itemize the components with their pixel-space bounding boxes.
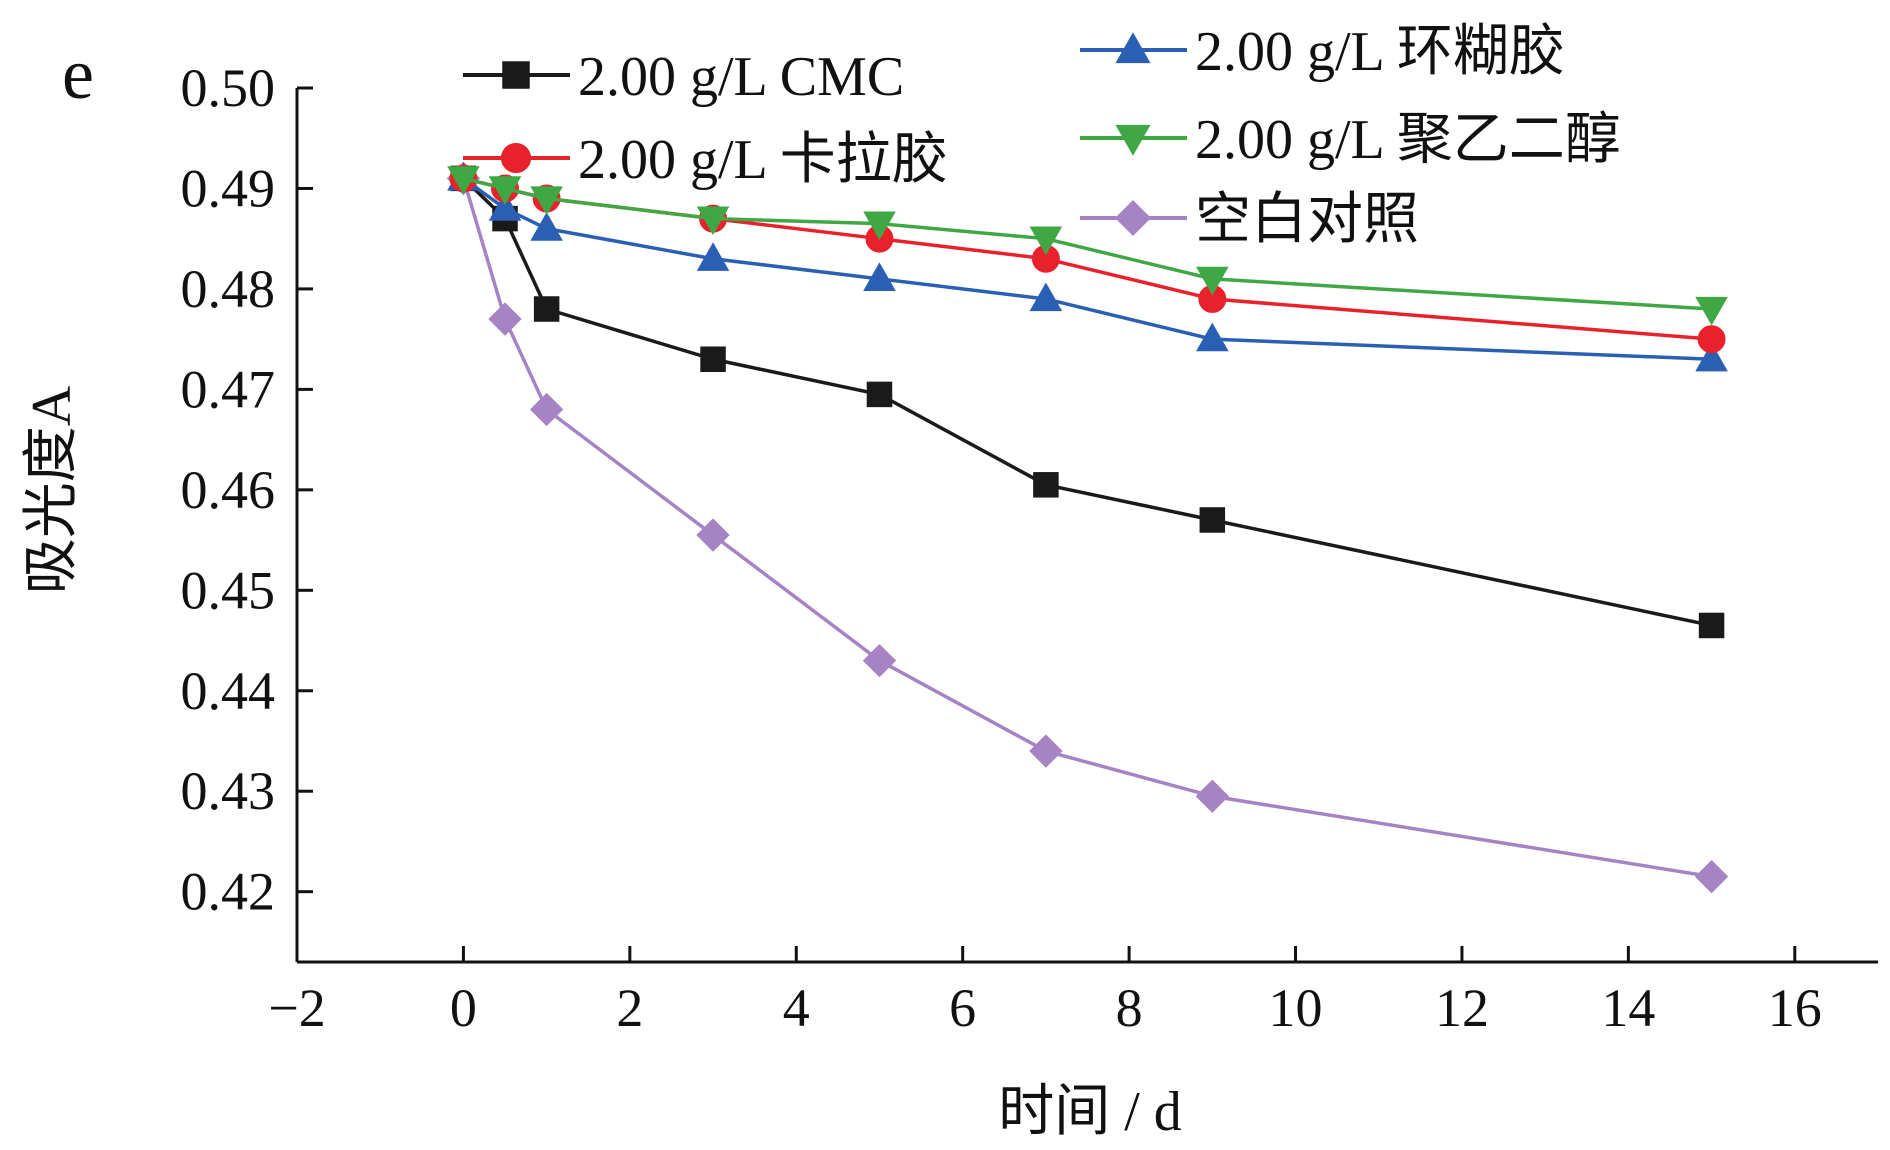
- y-tick-label: 0.47: [181, 359, 276, 419]
- y-tick-label: 0.45: [181, 560, 276, 620]
- x-axis-title: 时间 / d: [998, 1081, 1182, 1143]
- x-tick-label: 10: [1269, 978, 1323, 1038]
- data-point: [1033, 472, 1059, 498]
- y-tick-label: 0.48: [181, 259, 276, 319]
- y-tick-label: 0.49: [181, 158, 276, 218]
- data-point: [488, 302, 522, 336]
- data-point: [1199, 507, 1226, 533]
- legend-label: 空白对照: [1195, 189, 1419, 251]
- series-1: [449, 164, 1726, 354]
- legend-entry-3: 2.00 g/L 聚乙二醇: [1080, 109, 1621, 171]
- x-tick-label: 0: [450, 978, 477, 1038]
- series-0: [450, 165, 1725, 639]
- legend-swatch-marker: [1115, 32, 1151, 64]
- legend: 2.00 g/L CMC 2.00 g/L 卡拉胶 2.00 g/L 环糊胶 2.00…: [463, 21, 1621, 251]
- data-point: [866, 381, 893, 408]
- data-point: [1196, 322, 1229, 352]
- data-point: [696, 518, 730, 552]
- data-point: [1029, 734, 1063, 768]
- x-tick-label: 4: [783, 978, 810, 1038]
- data-point: [1697, 325, 1726, 354]
- data-point: [533, 296, 560, 322]
- series-line: [461, 177, 1712, 879]
- x-tick-label: 14: [1601, 978, 1655, 1038]
- data-point: [530, 212, 563, 241]
- legend-entry-0: 2.00 g/L CMC: [463, 46, 904, 108]
- series-line: [463, 176, 1712, 311]
- panel-label: e: [62, 34, 94, 114]
- data-point: [1029, 226, 1063, 256]
- y-tick-label: 0.44: [181, 661, 276, 721]
- data-point: [1695, 342, 1728, 372]
- series-4: [446, 161, 1729, 894]
- data-point: [1195, 779, 1229, 813]
- data-point: [488, 176, 522, 205]
- data-point: [696, 242, 730, 271]
- data-point: [1029, 282, 1063, 312]
- x-tick-label: 6: [949, 978, 976, 1038]
- data-point: [862, 643, 897, 678]
- series-3: [447, 166, 1728, 326]
- series-line: [463, 176, 1712, 341]
- data-point: [863, 211, 896, 241]
- y-tick-label: 0.50: [181, 58, 276, 118]
- x-tick-label: 16: [1768, 978, 1822, 1038]
- y-tick-label: 0.42: [181, 862, 276, 922]
- data-point: [700, 346, 726, 372]
- legend-entry-2: 2.00 g/L 环糊胶: [1080, 21, 1565, 83]
- legend-entry-1: 2.00 g/L 卡拉胶: [463, 129, 948, 191]
- data-point: [1695, 296, 1728, 326]
- data-point: [488, 192, 522, 221]
- legend-swatch-marker: [1115, 200, 1151, 236]
- legend-swatch-marker: [502, 61, 530, 89]
- x-tick-label: −2: [268, 978, 325, 1038]
- legend-label: 2.00 g/L 环糊胶: [1195, 21, 1565, 83]
- y-tick-label: 0.43: [181, 761, 276, 821]
- legend-label: 2.00 g/L CMC: [578, 46, 904, 108]
- x-tick-label: 12: [1435, 978, 1489, 1038]
- data-point: [696, 206, 730, 236]
- data-point: [1698, 612, 1725, 639]
- data-point: [530, 186, 563, 216]
- data-point: [863, 262, 896, 292]
- x-tick-label: 8: [1116, 978, 1143, 1038]
- legend-entry-4: 空白对照: [1080, 189, 1419, 251]
- legend-label: 2.00 g/L 卡拉胶: [578, 129, 948, 191]
- data-point: [447, 166, 480, 195]
- data-point: [1694, 859, 1729, 894]
- legend-swatch-marker: [1115, 124, 1151, 156]
- axes: −2 0 2 4 6 8 10 12 14 16 0.42 0.43 0.44 0.45 0.46 0.47 0…: [181, 58, 1878, 1038]
- x-tick-label: 2: [616, 978, 643, 1038]
- y-tick-label: 0.46: [181, 460, 276, 520]
- series-line: [462, 177, 1712, 628]
- legend-swatch-marker: [500, 142, 532, 174]
- data-point: [1196, 266, 1229, 296]
- series-layer: [446, 161, 1729, 894]
- legend-label: 2.00 g/L 聚乙二醇: [1195, 109, 1621, 171]
- data-point: [529, 392, 564, 427]
- y-axis-title: 吸光度A: [21, 385, 83, 594]
